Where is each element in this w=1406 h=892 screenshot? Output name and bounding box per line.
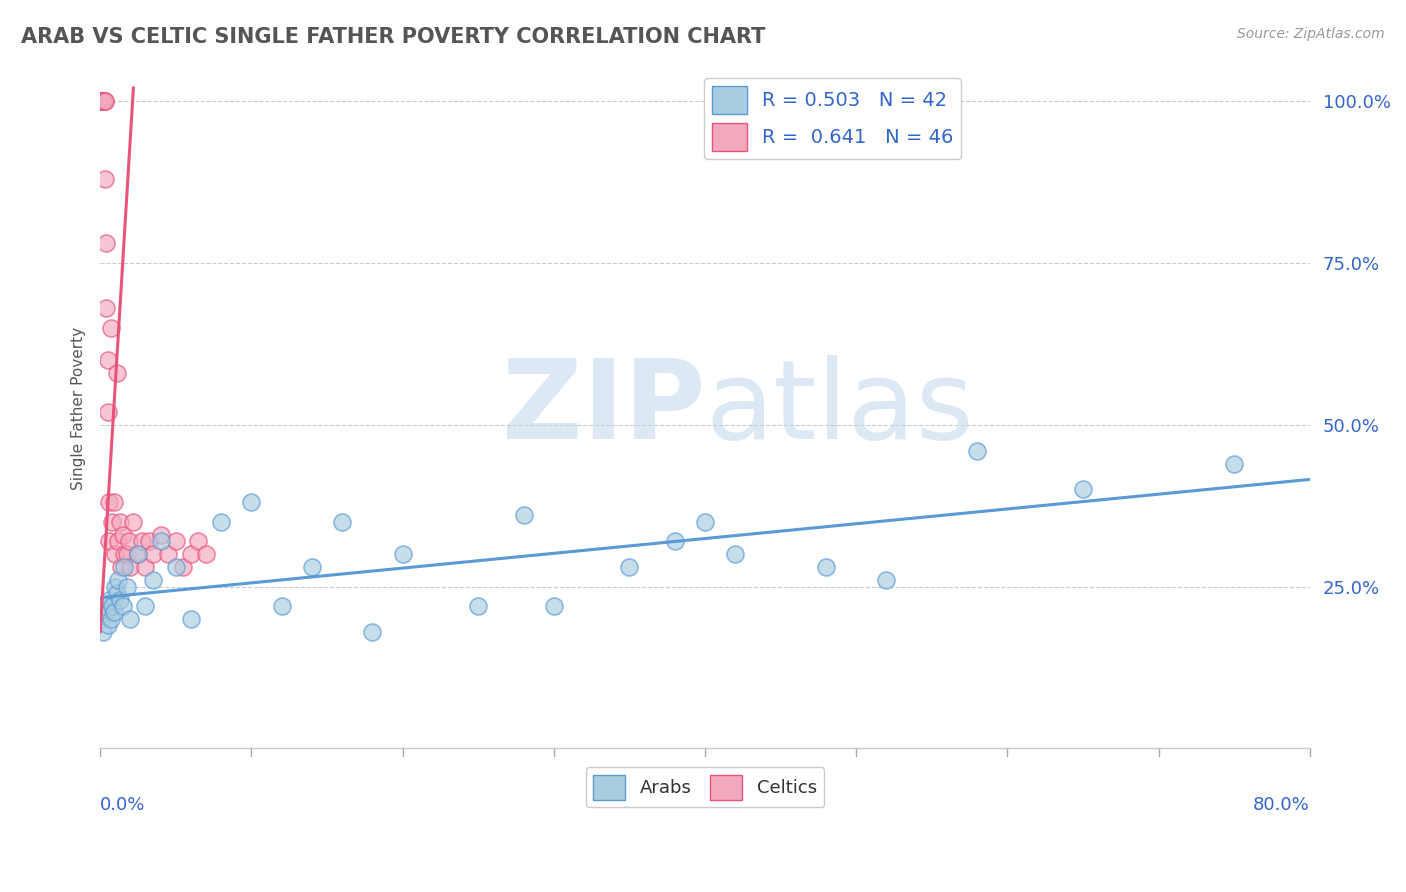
Point bbox=[1071, 483, 1094, 497]
Point bbox=[814, 560, 837, 574]
Point bbox=[111, 528, 134, 542]
Point bbox=[117, 580, 139, 594]
Point bbox=[664, 534, 686, 549]
Point bbox=[543, 599, 565, 613]
Point bbox=[117, 547, 139, 561]
Point bbox=[96, 236, 118, 251]
Point bbox=[97, 405, 120, 419]
Point bbox=[120, 560, 142, 574]
Point bbox=[180, 612, 202, 626]
Point bbox=[103, 606, 125, 620]
Point bbox=[619, 560, 641, 574]
Point bbox=[165, 560, 187, 574]
Point bbox=[270, 599, 292, 613]
Point bbox=[98, 495, 121, 509]
Point bbox=[107, 534, 129, 549]
Point bbox=[127, 547, 149, 561]
Point bbox=[105, 366, 128, 380]
Point bbox=[91, 94, 114, 108]
Point bbox=[391, 547, 413, 561]
Point bbox=[108, 592, 131, 607]
Point bbox=[122, 515, 145, 529]
Point bbox=[103, 495, 125, 509]
Text: ARAB VS CELTIC SINGLE FATHER POVERTY CORRELATION CHART: ARAB VS CELTIC SINGLE FATHER POVERTY COR… bbox=[21, 27, 765, 46]
Text: atlas: atlas bbox=[704, 355, 973, 462]
Point bbox=[97, 618, 120, 632]
Point bbox=[142, 547, 165, 561]
Point bbox=[149, 528, 172, 542]
Point bbox=[875, 573, 897, 587]
Point bbox=[1223, 457, 1246, 471]
Point bbox=[112, 547, 135, 561]
Point bbox=[108, 515, 131, 529]
Point bbox=[100, 612, 122, 626]
Point bbox=[91, 94, 114, 108]
Point bbox=[180, 547, 202, 561]
Point bbox=[93, 599, 115, 613]
Point bbox=[120, 612, 142, 626]
Point bbox=[93, 94, 115, 108]
Point bbox=[112, 560, 135, 574]
Point bbox=[127, 547, 149, 561]
Point bbox=[110, 560, 132, 574]
Text: ZIP: ZIP bbox=[502, 355, 704, 462]
Text: 80.0%: 80.0% bbox=[1253, 796, 1310, 814]
Point bbox=[194, 547, 217, 561]
Point bbox=[98, 592, 121, 607]
Point bbox=[693, 515, 716, 529]
Point bbox=[134, 599, 156, 613]
Point bbox=[91, 624, 114, 639]
Point bbox=[165, 534, 187, 549]
Point bbox=[104, 547, 127, 561]
Point bbox=[724, 547, 747, 561]
Point bbox=[330, 515, 353, 529]
Point bbox=[142, 573, 165, 587]
Point bbox=[104, 580, 127, 594]
Point bbox=[187, 534, 209, 549]
Point bbox=[90, 612, 112, 626]
Point bbox=[96, 606, 118, 620]
Point bbox=[90, 94, 112, 108]
Point bbox=[301, 560, 323, 574]
Point bbox=[105, 586, 128, 600]
Point bbox=[90, 94, 112, 108]
Point bbox=[172, 560, 194, 574]
Point bbox=[90, 94, 112, 108]
Point bbox=[98, 534, 121, 549]
Point bbox=[966, 443, 988, 458]
Point bbox=[157, 547, 180, 561]
Point bbox=[107, 573, 129, 587]
Point bbox=[131, 534, 153, 549]
Point bbox=[101, 515, 124, 529]
Point bbox=[134, 560, 156, 574]
Point bbox=[100, 320, 122, 334]
Point bbox=[118, 534, 141, 549]
Point bbox=[467, 599, 489, 613]
Point bbox=[90, 94, 112, 108]
Point bbox=[90, 94, 112, 108]
Point bbox=[361, 624, 384, 639]
Point bbox=[138, 534, 160, 549]
Point bbox=[240, 495, 263, 509]
Point bbox=[97, 353, 120, 368]
Point bbox=[90, 94, 112, 108]
Y-axis label: Single Father Poverty: Single Father Poverty bbox=[72, 327, 86, 490]
Text: Source: ZipAtlas.com: Source: ZipAtlas.com bbox=[1237, 27, 1385, 41]
Point bbox=[101, 599, 124, 613]
Point bbox=[96, 301, 118, 315]
Point bbox=[512, 508, 534, 523]
Point bbox=[149, 534, 172, 549]
Text: 0.0%: 0.0% bbox=[100, 796, 145, 814]
Point bbox=[111, 599, 134, 613]
Legend: Arabs, Celtics: Arabs, Celtics bbox=[586, 767, 824, 807]
Point bbox=[93, 94, 115, 108]
Point bbox=[91, 94, 114, 108]
Point bbox=[90, 94, 112, 108]
Point bbox=[93, 171, 115, 186]
Point bbox=[209, 515, 232, 529]
Point bbox=[91, 94, 114, 108]
